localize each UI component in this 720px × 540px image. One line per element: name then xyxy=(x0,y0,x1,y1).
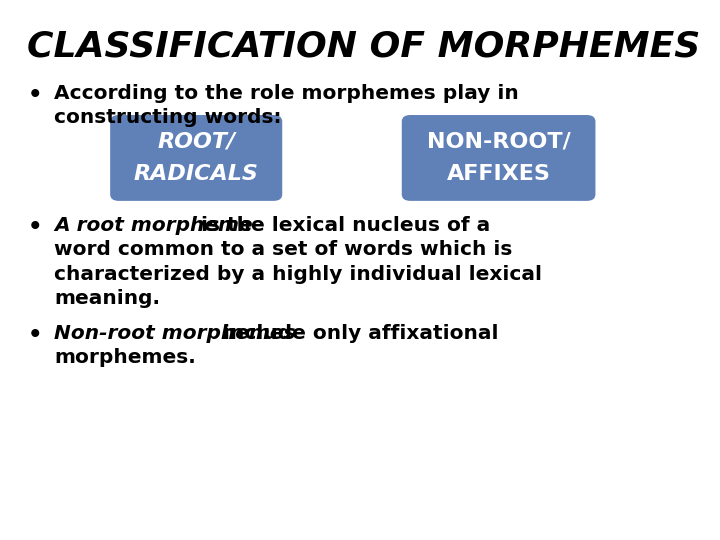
Text: meaning.: meaning. xyxy=(54,289,160,308)
Text: NON-ROOT/: NON-ROOT/ xyxy=(427,132,570,152)
Text: •: • xyxy=(27,324,42,347)
Text: include only affixational: include only affixational xyxy=(216,324,498,343)
Text: Non-root morphemes: Non-root morphemes xyxy=(54,324,295,343)
Text: morphemes.: morphemes. xyxy=(54,348,196,367)
Text: RADICALS: RADICALS xyxy=(134,164,258,184)
Text: ROOT/: ROOT/ xyxy=(157,132,235,152)
FancyBboxPatch shape xyxy=(402,115,595,201)
Text: CLASSIFICATION OF MORPHEMES: CLASSIFICATION OF MORPHEMES xyxy=(27,30,701,64)
Text: •: • xyxy=(27,84,42,107)
FancyBboxPatch shape xyxy=(110,115,282,201)
Text: According to the role morphemes play in: According to the role morphemes play in xyxy=(54,84,518,103)
Text: AFFIXES: AFFIXES xyxy=(446,164,551,184)
Text: is the lexical nucleus of a: is the lexical nucleus of a xyxy=(194,216,490,235)
Text: word common to a set of words which is: word common to a set of words which is xyxy=(54,240,513,259)
Text: •: • xyxy=(27,216,42,239)
Text: characterized by a highly individual lexical: characterized by a highly individual lex… xyxy=(54,265,542,284)
Text: A root morpheme: A root morpheme xyxy=(54,216,253,235)
Text: constructing words:: constructing words: xyxy=(54,108,282,127)
